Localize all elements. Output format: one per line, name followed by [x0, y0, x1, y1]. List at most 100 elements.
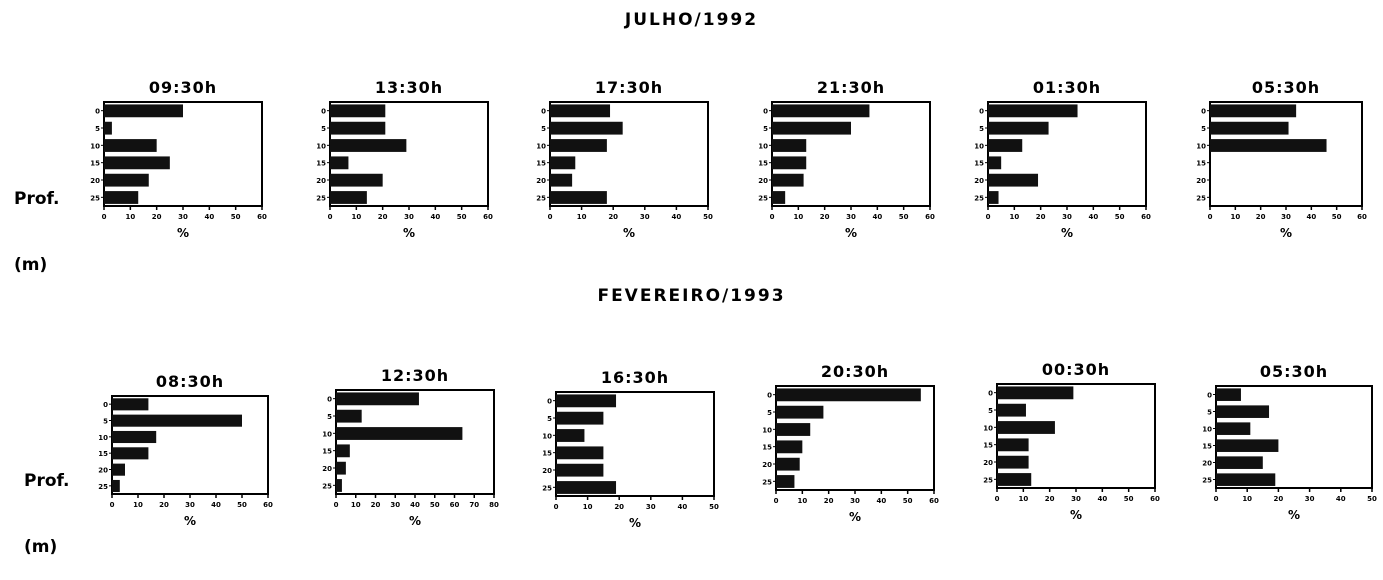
x-tick-label: 30 [1062, 213, 1072, 221]
chart-title: 13:30h [375, 78, 443, 97]
bar-chart-3: 17:30h 0 5 10 15 20 25 0 10 20 30 40 50% [536, 78, 713, 240]
x-tick-label: 20 [1256, 213, 1266, 221]
bar-chart-6: 05:30h 0 5 10 15 20 25 0 10 20 30 40 50 60% [1196, 78, 1367, 240]
y-tick-label: 10 [316, 142, 326, 150]
x-tick-label: 10 [1242, 495, 1252, 503]
bar [988, 191, 999, 204]
bottom-section-title: FEVEREIRO/1993 [597, 286, 786, 306]
x-tick-label: 30 [390, 501, 400, 509]
bar [104, 121, 112, 135]
bar [330, 121, 386, 135]
y-tick-label: 10 [1202, 426, 1212, 434]
y-tick-label: 0 [767, 392, 772, 400]
x-tick-label: 0 [102, 213, 107, 221]
bar [112, 479, 120, 493]
x-tick-label: 50 [1367, 495, 1377, 503]
bar [776, 423, 811, 436]
x-tick-label: 40 [430, 213, 440, 221]
y-axis-label-line-2: (m) [14, 255, 48, 275]
x-tick-label: 50 [899, 213, 909, 221]
bar [336, 444, 350, 458]
y-tick-label: 10 [90, 142, 100, 150]
y-tick-label: 10 [762, 426, 772, 434]
bar [776, 388, 921, 402]
x-tick-label: 50 [457, 213, 467, 221]
bar-chart-11: 00:30h 0 5 10 15 20 25 0 10 20 30 40 50 60% [983, 360, 1160, 522]
x-tick-label: 50 [703, 213, 713, 221]
chart-title: 16:30h [601, 368, 669, 387]
y-tick-label: 25 [98, 483, 108, 491]
y-axis-label-line-2: (m) [24, 537, 58, 557]
x-tick-label: 50 [1332, 213, 1342, 221]
y-tick-label: 20 [90, 177, 100, 185]
x-tick-label: 0 [986, 213, 991, 221]
bar [330, 156, 349, 170]
y-axis-label-line-1: Prof. [24, 471, 70, 491]
x-tick-label: 60 [925, 213, 935, 221]
y-tick-label: 25 [542, 484, 552, 492]
y-tick-label: 25 [90, 194, 100, 202]
plot-frame [549, 101, 709, 207]
x-tick-label: 50 [430, 501, 440, 509]
plot-frame [1215, 385, 1373, 489]
x-tick-label: 50 [1115, 213, 1125, 221]
bar [988, 139, 1023, 152]
x-tick-label: 10 [351, 501, 361, 509]
x-tick-label: 30 [178, 213, 188, 221]
x-axis-label: % [403, 226, 415, 240]
y-tick-label: 0 [979, 108, 984, 116]
chart-title: 21:30h [817, 78, 885, 97]
x-tick-label: 40 [1336, 495, 1346, 503]
bar [1216, 456, 1263, 469]
y-tick-label: 20 [762, 461, 772, 469]
chart-title: 12:30h [381, 366, 449, 385]
chart-title: 20:30h [821, 362, 889, 381]
y-tick-label: 15 [98, 450, 108, 458]
y-tick-label: 25 [536, 194, 546, 202]
y-tick-label: 10 [983, 424, 993, 432]
bar [772, 121, 851, 135]
x-tick-label: 0 [548, 213, 553, 221]
bar [1216, 405, 1270, 418]
bar [550, 156, 576, 170]
bar [104, 156, 170, 170]
bar [1216, 473, 1276, 486]
y-tick-label: 25 [974, 194, 984, 202]
y-tick-label: 0 [763, 108, 768, 116]
plot-frame [1209, 101, 1363, 207]
x-axis-label: % [845, 226, 857, 240]
plot-frame [996, 383, 1156, 489]
plot-frame [335, 389, 495, 495]
bar [997, 473, 1032, 486]
x-tick-label: 30 [1071, 495, 1081, 503]
bar [336, 461, 346, 475]
x-tick-label: 60 [263, 501, 273, 509]
x-tick-label: 40 [876, 497, 886, 505]
y-tick-label: 20 [983, 459, 993, 467]
y-tick-label: 15 [974, 160, 984, 168]
x-tick-label: 70 [469, 501, 479, 509]
x-tick-label: 30 [640, 213, 650, 221]
y-tick-label: 15 [536, 160, 546, 168]
y-tick-label: 0 [321, 108, 326, 116]
bar [556, 481, 617, 494]
y-tick-label: 5 [547, 415, 552, 423]
x-tick-label: 0 [774, 497, 779, 505]
x-tick-label: 40 [1088, 213, 1098, 221]
bar [776, 457, 800, 471]
x-axis-label: % [1280, 226, 1292, 240]
bar [988, 156, 1002, 170]
bar [330, 104, 386, 118]
x-tick-label: 60 [1150, 495, 1160, 503]
bottom-y-axis-label: Prof. (m) [24, 426, 69, 580]
y-tick-label: 5 [321, 125, 326, 133]
x-tick-label: 30 [646, 503, 656, 511]
y-tick-label: 5 [1207, 409, 1212, 417]
bar [550, 139, 607, 152]
x-tick-label: 20 [378, 213, 388, 221]
y-tick-label: 0 [1207, 392, 1212, 400]
bar [772, 191, 786, 204]
x-tick-label: 40 [204, 213, 214, 221]
bar [112, 463, 125, 476]
y-tick-label: 25 [758, 194, 768, 202]
